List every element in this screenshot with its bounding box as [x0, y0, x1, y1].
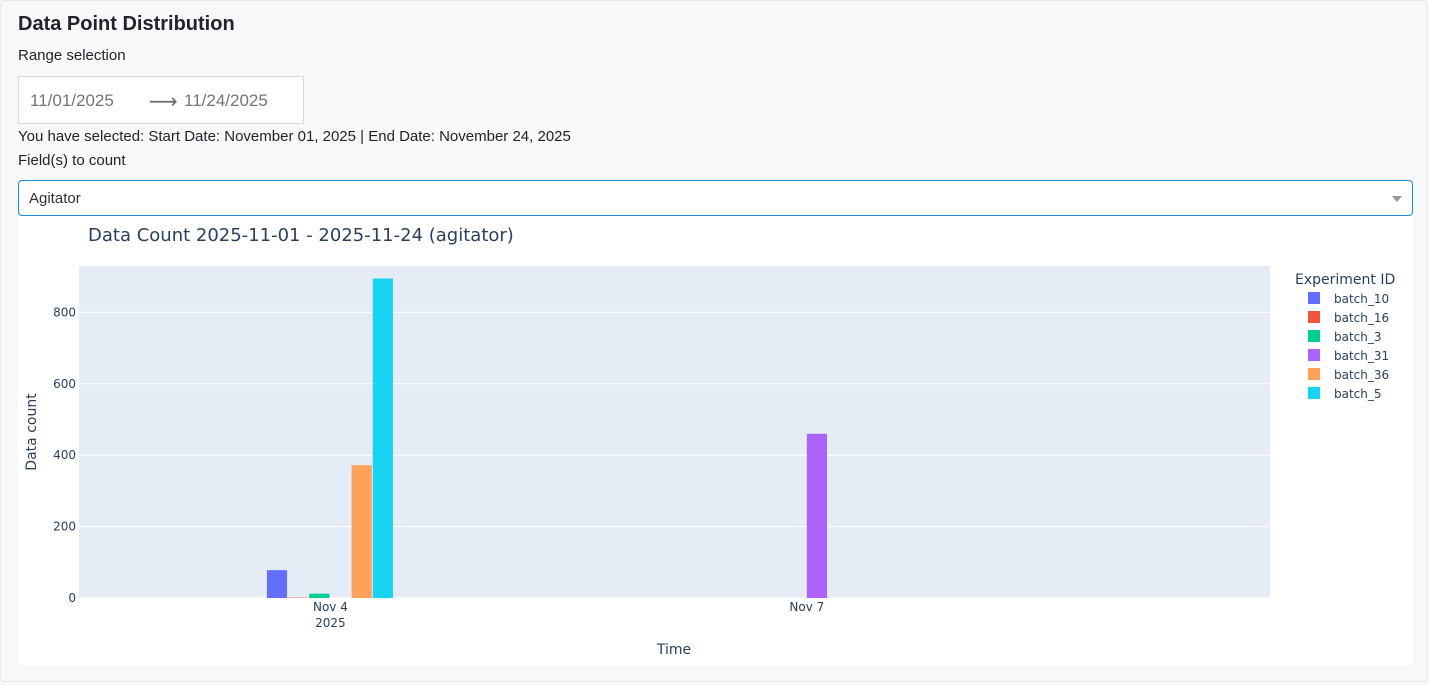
legend-swatch-batch_16 [1308, 311, 1320, 323]
legend-swatch-batch_10 [1308, 292, 1320, 304]
x-tick-sublabel: 2025 [315, 616, 346, 630]
bar-batch_3 [309, 593, 330, 598]
plot-area [79, 266, 1270, 598]
chart-title: Data Count 2025-11-01 - 2025-11-24 (agit… [88, 225, 514, 246]
legend-label-batch_31: batch_31 [1334, 349, 1389, 363]
date-range-picker[interactable]: 11/01/2025 ⟶ 11/24/2025 [18, 76, 304, 124]
fields-label: Field(s) to count [18, 152, 126, 169]
x-tick-label: Nov 7 [789, 600, 824, 614]
y-tick-label: 200 [53, 520, 76, 534]
legend-swatch-batch_31 [1308, 349, 1320, 361]
legend-label-batch_5: batch_5 [1334, 387, 1382, 401]
bar-batch_5 [372, 278, 393, 598]
legend-label-batch_10: batch_10 [1334, 292, 1389, 306]
legend-swatch-batch_36 [1308, 368, 1320, 380]
field-select[interactable]: Agitator [18, 180, 1413, 216]
bar-chart: Data Count 2025-11-01 - 2025-11-24 (agit… [24, 225, 1395, 658]
field-select-value: Agitator [29, 190, 81, 207]
bar-batch_31 [806, 433, 828, 598]
x-axis-label: Time [656, 642, 691, 658]
legend-label-batch_36: batch_36 [1334, 368, 1389, 382]
page-title: Data Point Distribution [18, 13, 235, 35]
x-tick-label: Nov 4 [313, 600, 348, 614]
y-tick-label: 600 [53, 377, 76, 391]
end-date-input[interactable]: 11/24/2025 [184, 91, 268, 110]
y-axis-label: Data count [24, 393, 40, 471]
bar-batch_36 [351, 465, 372, 598]
bar-batch_10 [266, 570, 288, 598]
chart-container: Data Count 2025-11-01 - 2025-11-24 (agit… [18, 216, 1413, 665]
y-tick-label: 400 [53, 448, 76, 462]
start-date-input[interactable]: 11/01/2025 [30, 91, 114, 110]
y-tick-label: 0 [68, 591, 76, 605]
y-tick-label: 800 [53, 305, 76, 319]
selection-summary: You have selected: Start Date: November … [18, 128, 571, 145]
legend-swatch-batch_5 [1308, 387, 1320, 399]
legend-title: Experiment ID [1295, 272, 1395, 288]
legend-swatch-batch_3 [1308, 330, 1320, 342]
range-selection-label: Range selection [18, 47, 126, 64]
chevron-down-icon[interactable] [1392, 196, 1402, 202]
legend-label-batch_3: batch_3 [1334, 330, 1382, 344]
legend-label-batch_16: batch_16 [1334, 311, 1389, 325]
arrow-right-icon: ⟶ [149, 91, 178, 113]
